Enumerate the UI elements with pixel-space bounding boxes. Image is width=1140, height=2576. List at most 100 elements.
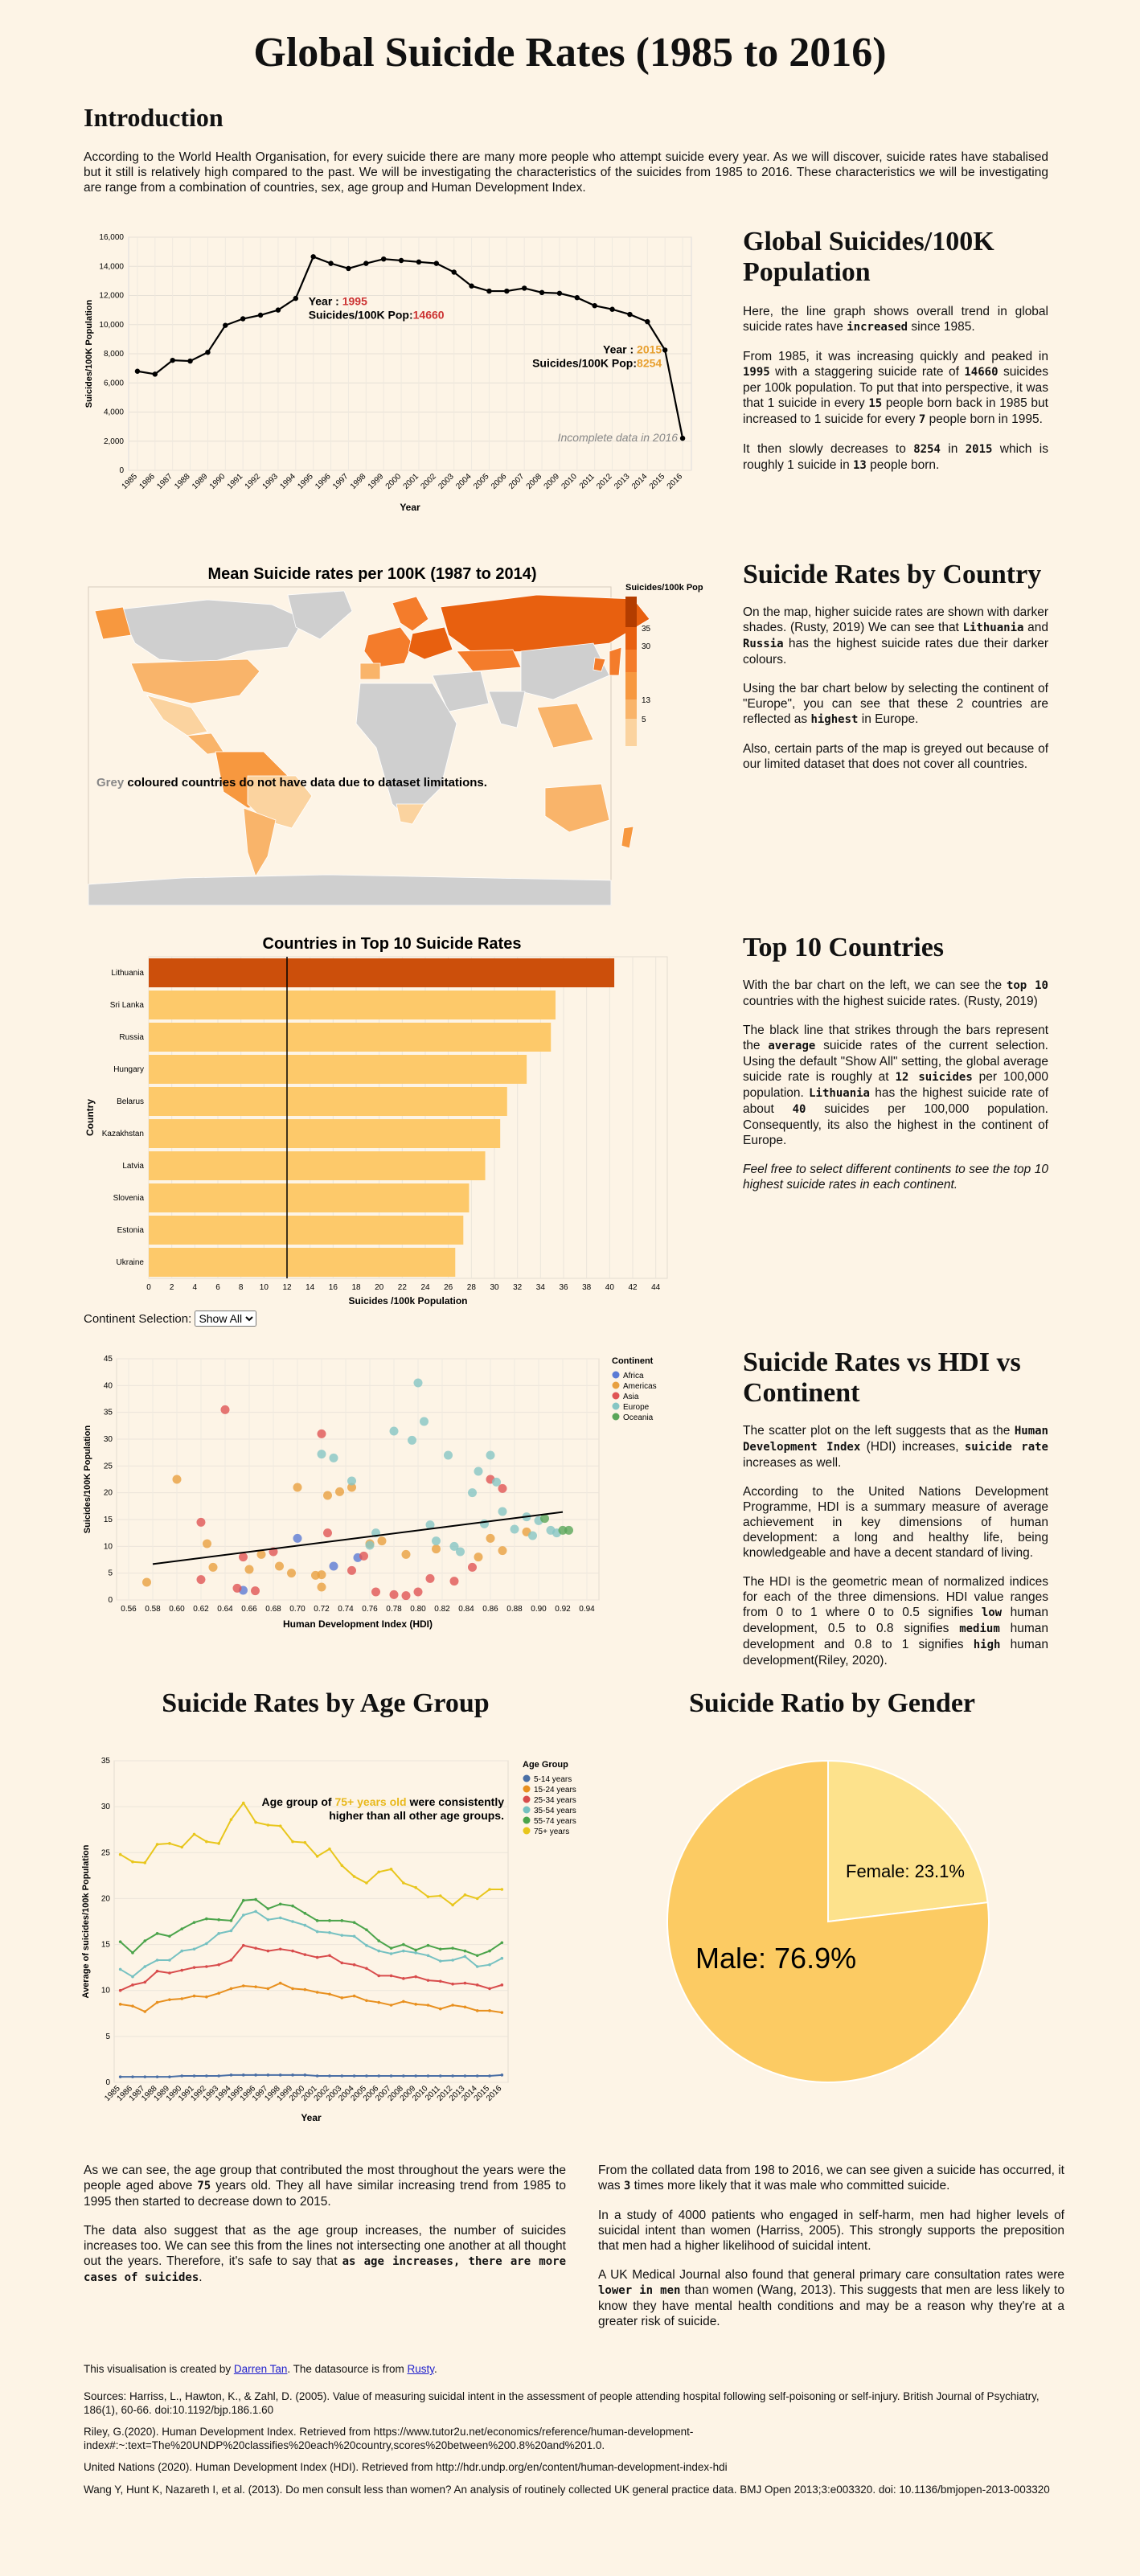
line-chart-point — [170, 357, 175, 363]
scatter-point-europe — [408, 1435, 416, 1445]
line-chart-point — [240, 316, 246, 322]
age-legend-swatch — [523, 1774, 531, 1782]
age-point — [377, 1939, 381, 1942]
age-point — [315, 1855, 319, 1858]
scatter-point-asia — [347, 1565, 356, 1575]
line-chart-point — [433, 260, 440, 266]
scatter-point-americas — [208, 1562, 218, 1572]
age-point — [168, 1971, 171, 1975]
scatter-xtick: 0.68 — [265, 1605, 281, 1614]
line-chart-xtick: 1991 — [226, 472, 245, 491]
age-point — [365, 1967, 368, 1971]
age-point — [131, 1983, 134, 1987]
scatter-point-europe — [347, 1476, 356, 1486]
scatter-legend-label: Europe — [623, 1403, 650, 1412]
map-legend-tick-13: 13 — [642, 696, 651, 705]
continent-select[interactable]: Show All — [195, 1311, 257, 1327]
age-point — [451, 1903, 454, 1907]
author-link[interactable]: Darren Tan — [233, 2363, 288, 2375]
datasource-link[interactable]: Rusty — [407, 2363, 434, 2375]
bar-latvia — [149, 1151, 486, 1180]
age-point — [229, 1919, 233, 1922]
age-chart-ytick: 0 — [105, 2078, 110, 2087]
age-point — [352, 1963, 356, 1967]
age-point — [217, 1842, 220, 1845]
bar-slovenia — [149, 1183, 470, 1212]
line-chart-point — [363, 260, 369, 266]
age-point — [352, 1921, 356, 1924]
bar-chart-xtick: 10 — [260, 1283, 269, 1292]
age-chart-ytick: 30 — [101, 1803, 111, 1811]
global-text: Here, the line graph shows overall trend… — [743, 305, 1048, 472]
age-annotation-line-2: higher than all other age groups. — [329, 1809, 504, 1822]
line-chart-point — [451, 269, 457, 275]
age-chart-ytick: 15 — [101, 1941, 111, 1950]
bar-chart-title: Countries in Top 10 Suicide Rates — [263, 935, 522, 953]
line-chart-ytick: 14,000 — [99, 262, 124, 271]
age-point — [402, 1942, 405, 1946]
scatter-point-oceania — [540, 1514, 549, 1524]
age-point — [414, 1951, 417, 1955]
age-point — [143, 1980, 147, 1984]
line-chart-point — [486, 288, 492, 294]
scatter-point-asia — [239, 1553, 248, 1562]
line-chart-xtick: 2004 — [454, 472, 474, 491]
line-chart-xtick: 2016 — [666, 472, 685, 491]
line-chart-ylabel: Suicides/100K Population — [84, 299, 94, 408]
scatter-point-americas — [275, 1561, 284, 1571]
bar-sri-lanka — [149, 991, 556, 1019]
scatter-xtick: 0.88 — [506, 1605, 523, 1614]
annotation-2015-year: Year : 2015 — [603, 343, 662, 355]
age-point — [352, 2074, 356, 2078]
age-point — [254, 2074, 257, 2077]
age-point — [205, 1840, 208, 1844]
age-legend-swatch — [523, 1827, 531, 1835]
scatter-xtick: 0.58 — [145, 1605, 161, 1614]
scatter-xtick: 0.94 — [579, 1605, 595, 1614]
age-point — [192, 1994, 196, 1998]
line-chart-point — [223, 322, 228, 328]
scatter-point-americas — [347, 1483, 356, 1492]
line-chart-point — [398, 257, 404, 264]
line-chart-ytick: 12,000 — [99, 292, 124, 301]
scatter-point-europe — [420, 1417, 429, 1426]
pie-slice-female — [827, 1759, 989, 1923]
age-point — [205, 1995, 208, 1999]
bar-russia — [149, 1023, 552, 1052]
bar-chart-xtick: 40 — [605, 1283, 615, 1292]
scatter-point-africa — [293, 1533, 302, 1543]
age-point — [241, 1801, 245, 1805]
bar-chart-xtick: 0 — [146, 1283, 151, 1292]
line-chart-point — [205, 349, 211, 355]
scatter-legend-label: Oceania — [623, 1413, 654, 1422]
line-chart-point — [416, 259, 422, 265]
age-line-75plus-years — [120, 1801, 502, 1906]
age-point — [438, 1959, 442, 1963]
line-chart-xtick: 1995 — [296, 472, 315, 491]
map-region-southeast-asia — [536, 703, 594, 749]
age-line-55-74-years — [119, 1898, 502, 1957]
bar-chart-xtick: 42 — [628, 1283, 638, 1292]
scatter-point-americas — [323, 1491, 332, 1500]
country-text: On the map, higher suicide rates are sho… — [743, 605, 1048, 771]
scatter-point-americas — [377, 1536, 387, 1546]
map-region-canada — [118, 599, 305, 664]
age-point — [278, 1981, 282, 1985]
age-point — [229, 1929, 233, 1933]
age-point — [328, 1847, 331, 1851]
age-point — [463, 1893, 467, 1897]
line-chart-xtick: 1999 — [367, 472, 386, 491]
age-point — [500, 2011, 504, 2014]
age-point — [168, 1959, 171, 1962]
scatter-ytick: 25 — [104, 1462, 113, 1471]
age-point — [340, 1961, 344, 1965]
age-point — [475, 1897, 479, 1901]
scatter-ytick: 5 — [108, 1569, 113, 1578]
age-point — [143, 1965, 147, 1968]
age-point — [303, 1953, 307, 1956]
line-chart-point — [275, 307, 281, 313]
top10-heading: Top 10 Countries — [743, 933, 945, 962]
line-chart-xtick: 2009 — [543, 472, 562, 491]
line-chart-point — [152, 371, 158, 377]
age-point — [131, 2075, 134, 2078]
